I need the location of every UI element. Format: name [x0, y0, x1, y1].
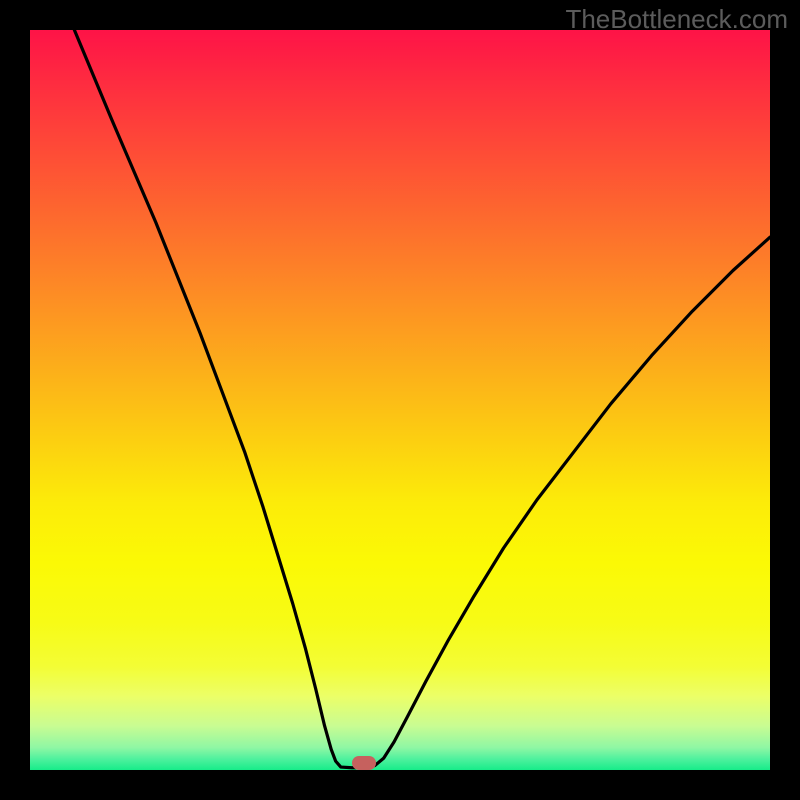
chart-frame: TheBottleneck.com [0, 0, 800, 800]
plot-area [30, 30, 770, 770]
optimum-marker [352, 756, 376, 770]
bottleneck-curve [74, 30, 770, 768]
bottleneck-curve-svg [30, 30, 770, 770]
